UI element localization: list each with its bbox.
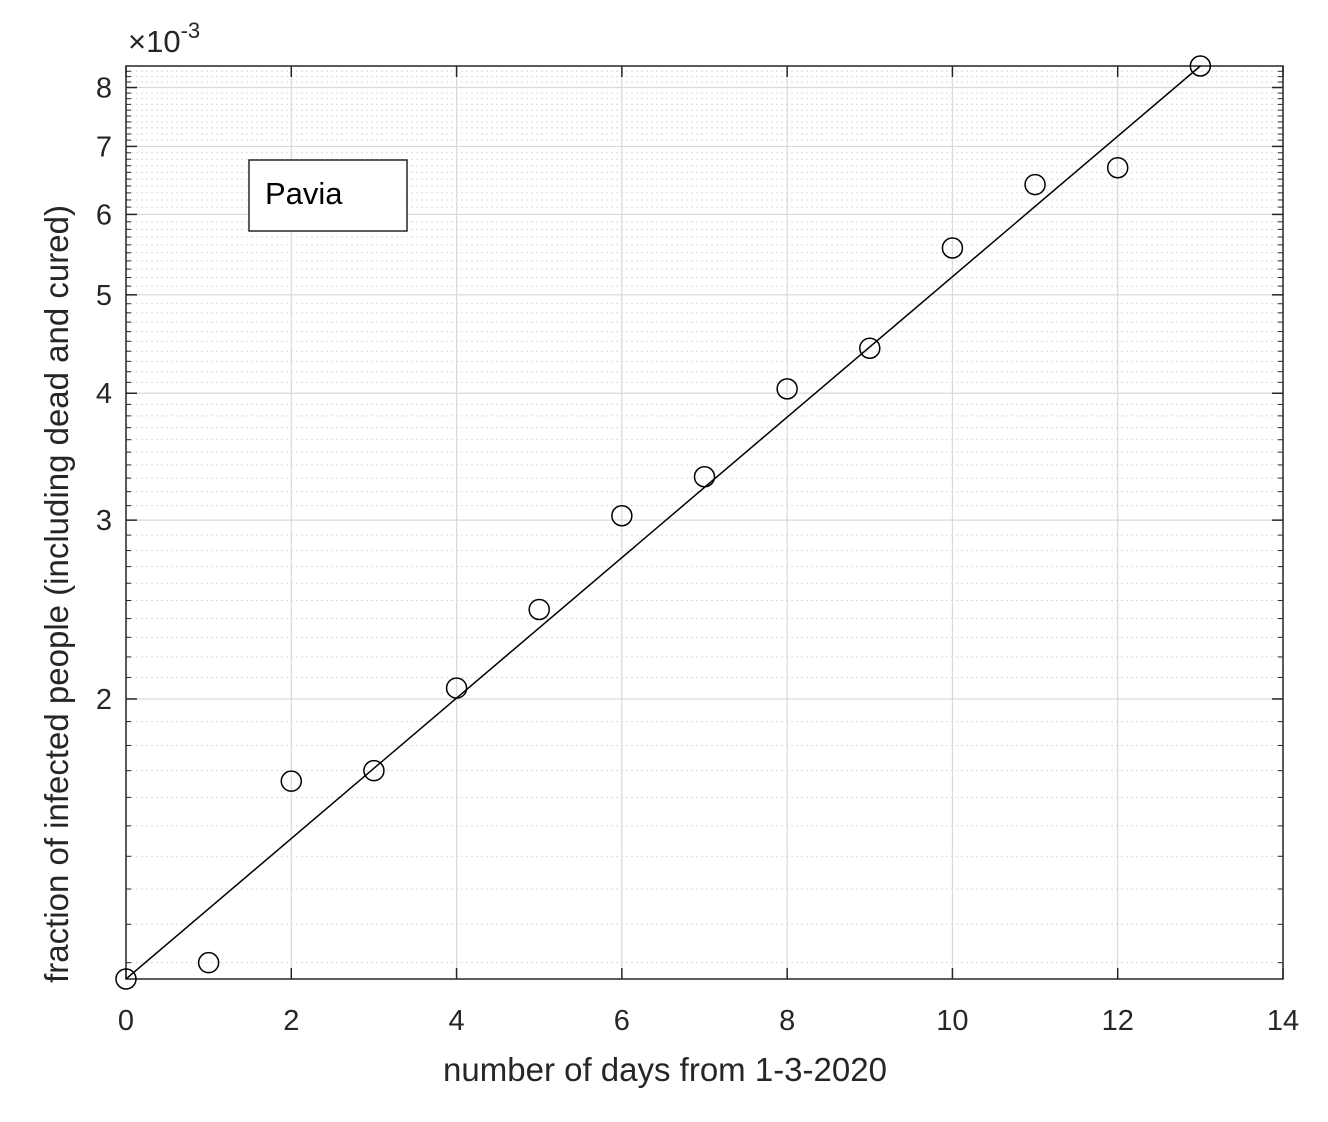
- data-point: [363, 759, 385, 782]
- data-point: [776, 378, 798, 400]
- data-point: [611, 504, 633, 527]
- x-tick-label: 14: [1267, 1005, 1299, 1037]
- data-point: [528, 598, 550, 621]
- data-point: [1106, 156, 1129, 179]
- x-tick-labels: 0 2 4 6 8 10 12 14: [118, 1005, 1299, 1037]
- x-axis-label: number of days from 1-3-2020: [443, 1051, 887, 1088]
- x-tick-label: 0: [118, 1005, 134, 1037]
- plot-frame: [125, 65, 1284, 980]
- y-tick-label: 5: [96, 280, 112, 312]
- data-point: [197, 951, 220, 974]
- y-tick-label: 7: [96, 131, 112, 163]
- y-tick-label: 8: [96, 73, 112, 105]
- data-point: [859, 337, 881, 359]
- data-point: [445, 677, 468, 699]
- y-multiplier-base: ×10: [128, 24, 181, 59]
- x-tick-label: 8: [779, 1005, 795, 1037]
- x-tick-label: 2: [283, 1005, 299, 1037]
- legend-box: Pavia: [248, 159, 408, 232]
- y-multiplier-exponent: -3: [181, 18, 201, 43]
- y-multiplier: ×10-3: [128, 18, 200, 59]
- x-tick-label: 6: [614, 1005, 630, 1037]
- legend-label: Pavia: [265, 176, 343, 211]
- y-tick-labels: 2 3 4 5 6 7 8: [96, 73, 112, 716]
- data-point: [1024, 173, 1046, 196]
- y-tick-label: 2: [96, 684, 112, 716]
- data-point: [693, 466, 716, 488]
- y-tick-label: 4: [96, 378, 112, 410]
- data-point: [941, 237, 964, 259]
- y-tick-label: 6: [96, 199, 112, 231]
- y-axis-label: fraction of infected people (including d…: [38, 205, 75, 983]
- x-tick-label: 4: [449, 1005, 465, 1037]
- tick-marks: [125, 65, 1284, 979]
- y-tick-label: 3: [96, 505, 112, 537]
- fit-line: [125, 65, 1201, 980]
- x-tick-label: 12: [1102, 1005, 1134, 1037]
- x-tick-label: 10: [936, 1005, 968, 1037]
- legend-frame: [248, 159, 408, 232]
- data-point: [1189, 55, 1212, 77]
- series-layer: [115, 55, 1212, 990]
- data-point: [115, 968, 137, 990]
- data-point: [280, 770, 303, 792]
